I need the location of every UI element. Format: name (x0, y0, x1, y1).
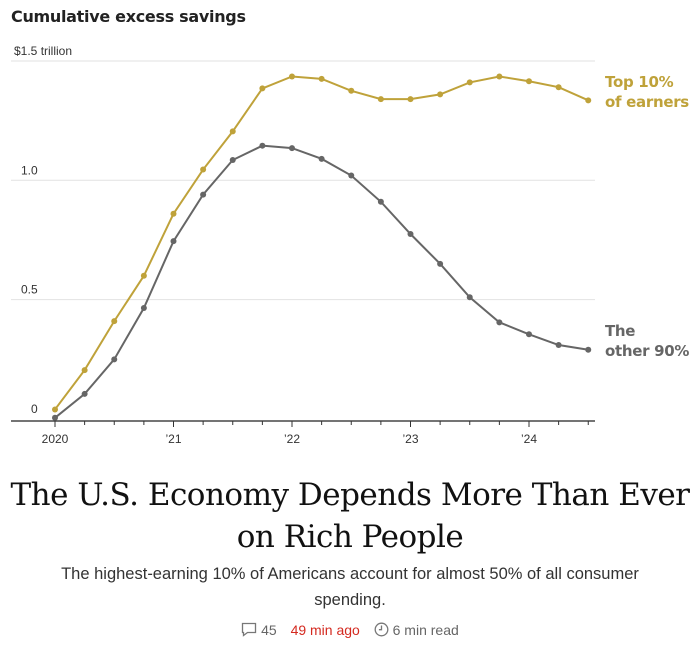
x-tick-label: ’21 (165, 432, 181, 446)
series-label-other90: The other 90% (605, 321, 689, 361)
data-point (348, 172, 355, 179)
time-ago: 49 min ago (290, 622, 360, 638)
data-point (111, 318, 118, 325)
data-point (466, 79, 473, 86)
y-tick-label: 0 (31, 402, 38, 416)
data-point (170, 210, 177, 217)
data-point (555, 342, 562, 349)
data-point (200, 191, 207, 198)
data-point (318, 75, 325, 82)
series-line (54, 75, 589, 411)
data-point (259, 142, 266, 149)
series-label-line: Top 10% (605, 73, 674, 91)
data-point (466, 294, 473, 301)
data-point (229, 128, 236, 135)
data-point (437, 260, 444, 267)
data-point (170, 238, 177, 245)
data-point (585, 97, 592, 104)
data-point (140, 305, 147, 312)
series-label-line: of earners (605, 93, 689, 111)
data-point (496, 73, 503, 80)
article-headline[interactable]: The U.S. Economy Depends More Than Ever … (10, 477, 691, 555)
data-point (200, 166, 207, 173)
x-tick-label: ’23 (402, 432, 418, 446)
data-point (377, 198, 384, 205)
article-meta: 45 49 min ago 6 min read (0, 622, 700, 638)
y-tick-label: $1.5 trillion (14, 44, 72, 58)
data-point (111, 356, 118, 363)
data-point (526, 78, 532, 85)
comment-count: 45 (261, 622, 277, 638)
data-point (348, 87, 355, 94)
data-point (229, 157, 236, 164)
series-label-line: The (605, 322, 636, 340)
y-tick-label: 0.5 (21, 283, 38, 297)
data-point (526, 331, 532, 338)
x-tick-label: ’24 (521, 432, 537, 446)
data-point (140, 272, 147, 279)
data-point (555, 84, 562, 91)
comments-button[interactable]: 45 (241, 622, 280, 638)
data-point (585, 346, 592, 353)
chart-title: Cumulative excess savings (11, 7, 246, 26)
data-point (289, 73, 295, 80)
comment-icon (242, 622, 257, 637)
data-point (81, 367, 88, 374)
data-point (407, 231, 414, 238)
data-point (496, 319, 503, 326)
data-point (318, 155, 325, 162)
y-tick-label: 1.0 (21, 163, 38, 177)
data-point (437, 91, 444, 98)
data-point (52, 406, 58, 413)
data-point (81, 390, 88, 397)
data-point (52, 414, 58, 421)
data-point (259, 85, 266, 92)
article-subhead: The highest-earning 10% of Americans acc… (61, 565, 639, 609)
data-point (377, 96, 384, 103)
read-time: 6 min read (374, 622, 459, 638)
x-tick-label: 2020 (42, 432, 69, 446)
data-point (289, 145, 295, 152)
series-label-line: other 90% (605, 342, 690, 360)
x-tick-label: ’22 (284, 432, 300, 446)
series-label-top10: Top 10% of earners (605, 72, 689, 112)
clock-icon (374, 622, 389, 637)
data-point (407, 96, 414, 103)
line-chart: 0 0.5 1.0 $1.5 trillion 2020 ’21 ’22 ’23 ’24 (11, 44, 595, 446)
series-line (54, 144, 589, 419)
